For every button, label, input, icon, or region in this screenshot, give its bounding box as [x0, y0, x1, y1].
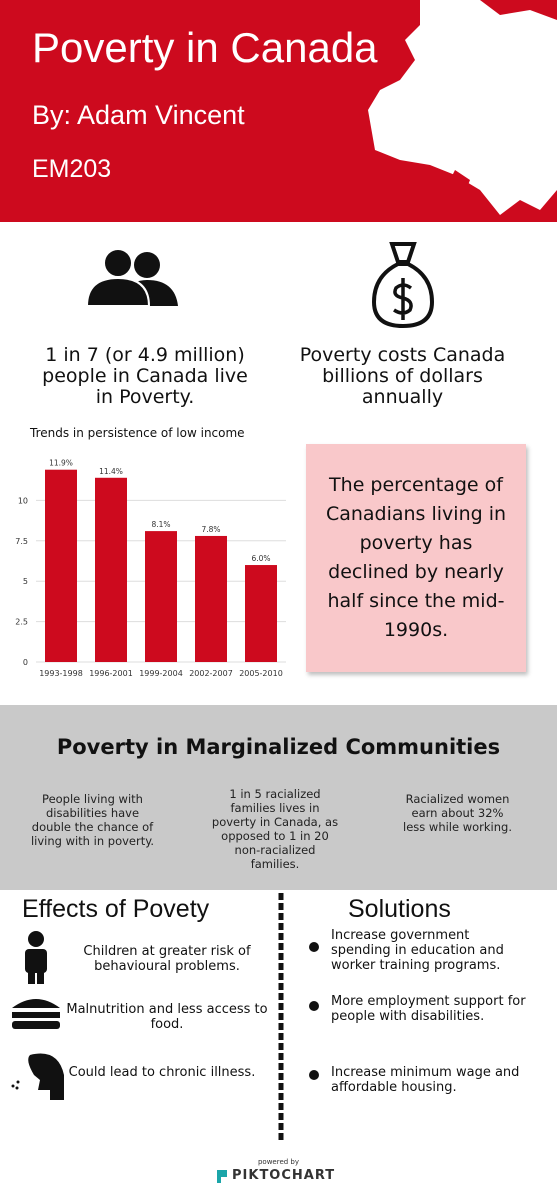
header: Poverty in Canada By: Adam Vincent EM203	[0, 0, 557, 222]
x-tick-label: 2005-2010	[239, 669, 283, 678]
effect-icons	[11, 931, 64, 1100]
money-bag-icon	[371, 242, 435, 329]
y-tick-label: 2.5	[15, 618, 28, 627]
y-tick-label: 10	[18, 496, 28, 505]
brand: PIKTOCHART	[232, 1168, 336, 1183]
author: By: Adam Vincent	[32, 100, 245, 130]
marginalized-item: Racialized women earn about 32% less whi…	[403, 792, 512, 834]
y-tick-label: 0	[23, 658, 28, 667]
chart-title: Trends in persistence of low income	[29, 426, 245, 440]
value-label: 11.9%	[49, 459, 73, 468]
section-title: Solutions	[348, 895, 451, 923]
divider	[278, 893, 284, 1143]
section-title: Effects of Povety	[22, 895, 210, 923]
bar	[195, 535, 227, 662]
stat: 1 in 7 (or 4.9 million) people in Canada…	[42, 344, 248, 408]
effect-item: Malnutrition and less access to food.	[66, 1002, 268, 1032]
y-tick-label: 5	[23, 577, 28, 586]
stat: Poverty costs Canada billions of dollars…	[299, 344, 506, 408]
solution-item: More employment support for people with …	[331, 994, 526, 1024]
y-tick-label: 7.5	[15, 537, 28, 546]
people-icon	[85, 248, 178, 307]
x-tick-label: 2002-2007	[189, 669, 233, 678]
solution-item: Increase government spending in educatio…	[331, 928, 504, 973]
effect-item: Children at greater risk of behavioural …	[83, 944, 251, 974]
solution-item: Increase minimum wage and affordable hou…	[331, 1065, 520, 1095]
marginalized-item: People living with disabilities have dou…	[30, 792, 155, 848]
value-label: 7.8%	[201, 525, 220, 534]
value-label: 8.1%	[151, 520, 170, 529]
value-label: 11.4%	[99, 467, 123, 476]
course: EM203	[32, 155, 112, 183]
bar	[245, 565, 277, 662]
value-label: 6.0%	[251, 554, 270, 563]
callout: The percentage of Canadians living in po…	[306, 444, 526, 672]
bar	[45, 469, 77, 662]
x-tick-label: 1993-1998	[39, 669, 83, 678]
section-title: Poverty in Marginalized Communities	[56, 735, 501, 759]
marginalized-item: 1 in 5 racialized families lives in pove…	[211, 787, 339, 871]
bullets	[309, 942, 319, 1080]
brand-logo	[217, 1170, 227, 1183]
x-tick-label: 1996-2001	[89, 669, 133, 678]
title: Poverty in Canada	[32, 24, 378, 71]
canada-map	[368, 0, 557, 215]
powered-by: powered by	[257, 1158, 300, 1166]
marginalized-section	[0, 705, 557, 890]
effect-item: Could lead to chronic illness.	[68, 1065, 256, 1080]
bar	[145, 531, 177, 662]
bar	[95, 477, 127, 662]
chart: Trends in persistence of low income 0 2.5…	[15, 426, 286, 678]
x-tick-label: 1999-2004	[139, 669, 183, 678]
